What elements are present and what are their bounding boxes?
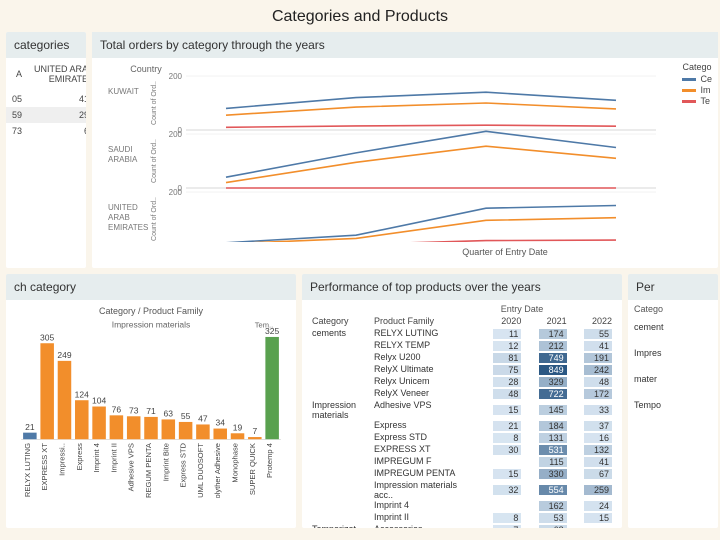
categories-col: A xyxy=(6,62,28,91)
percent-body: CategocementImpresmaterTempo xyxy=(628,300,718,422)
svg-text:Polyther Adhesive: Polyther Adhesive xyxy=(213,443,222,498)
percent-title: Per xyxy=(628,274,718,300)
svg-text:71: 71 xyxy=(146,406,156,416)
svg-text:76: 76 xyxy=(112,404,122,414)
svg-text:124: 124 xyxy=(75,389,89,399)
svg-text:63: 63 xyxy=(164,409,174,419)
svg-text:305: 305 xyxy=(40,332,54,342)
svg-text:Express: Express xyxy=(75,443,84,471)
legend-item[interactable]: Im xyxy=(682,85,712,95)
table-row[interactable]: Imprint 416224 xyxy=(308,500,616,512)
svg-text:Protemp 4: Protemp 4 xyxy=(265,443,274,478)
line-chart-panel: Total orders by category through the yea… xyxy=(92,32,718,268)
table-row[interactable]: RELYX TEMP1221241 xyxy=(308,340,616,352)
perf-table-panel: Performance of top products over the yea… xyxy=(302,274,622,528)
perf-col: 2022 xyxy=(571,314,616,328)
categories-col: UNITED ARABEMIRATES xyxy=(28,62,86,91)
table-row[interactable]: Imprint II85315 xyxy=(308,512,616,524)
list-item: Tempo xyxy=(634,392,712,418)
svg-text:Count of Ord..: Count of Ord.. xyxy=(151,139,158,183)
table-row[interactable]: Temporizat..Accessories768 xyxy=(308,524,616,528)
x-axis-title: Quarter of Entry Date xyxy=(100,245,710,257)
svg-text:Express STD: Express STD xyxy=(179,443,188,488)
list-item: mater xyxy=(634,366,712,392)
svg-text:55: 55 xyxy=(181,411,191,421)
line-chart-legend: Catego CeImTe xyxy=(682,62,712,107)
svg-text:Adhesive VPS: Adhesive VPS xyxy=(127,443,136,491)
svg-text:Count of Ord..: Count of Ord.. xyxy=(151,197,158,241)
legend-item[interactable]: Te xyxy=(682,96,712,106)
table-row[interactable]: IMPREGUM PENTA1533067 xyxy=(308,468,616,480)
page-title: Categories and Products xyxy=(0,0,720,32)
legend-item[interactable]: Ce xyxy=(682,74,712,84)
categories-table-title: categories xyxy=(6,32,86,58)
svg-text:19: 19 xyxy=(233,422,243,432)
svg-text:IMPREGUM PENTA: IMPREGUM PENTA xyxy=(144,442,153,498)
table-row[interactable]: Relyx U20081749191 xyxy=(308,352,616,364)
table-row[interactable]: 7367 xyxy=(6,123,86,139)
list-item: Impres xyxy=(634,340,712,366)
svg-text:KUWAIT: KUWAIT xyxy=(108,87,139,96)
svg-text:ARAB: ARAB xyxy=(108,213,130,222)
table-row[interactable]: RelyX Ultimate75849242 xyxy=(308,364,616,376)
svg-text:RELYX LUTING: RELYX LUTING xyxy=(23,443,32,497)
svg-text:Impressi..: Impressi.. xyxy=(57,443,66,476)
svg-text:7: 7 xyxy=(252,426,257,436)
svg-text:IMPREGUML DUOSOFT: IMPREGUML DUOSOFT xyxy=(196,443,205,498)
table-row[interactable]: Express2118437 xyxy=(308,420,616,432)
svg-text:200: 200 xyxy=(169,188,183,197)
svg-text:UNITED: UNITED xyxy=(108,203,138,212)
table-row[interactable]: 59294 xyxy=(6,107,86,123)
perf-table-title: Performance of top products over the yea… xyxy=(302,274,622,300)
perf-col: Category xyxy=(308,314,370,328)
bar-chart-svg[interactable]: Impression materialsTem..21RELYX LUTING3… xyxy=(10,318,292,498)
svg-text:325: 325 xyxy=(265,326,279,336)
table-row[interactable]: EXPRESS XT30531132 xyxy=(308,444,616,456)
svg-text:SAUDI: SAUDI xyxy=(108,145,132,154)
table-row[interactable]: Relyx Unicem2832948 xyxy=(308,376,616,388)
bar-supertitle: Category / Product Family xyxy=(10,304,292,318)
svg-text:34: 34 xyxy=(215,418,225,428)
categories-table-panel: categories AUNITED ARABEMIRATES 05415592… xyxy=(6,32,86,268)
svg-text:Monophase: Monophase xyxy=(231,443,240,483)
svg-text:73: 73 xyxy=(129,405,139,415)
bar-chart-panel: ch category Category / Product Family Im… xyxy=(6,274,296,528)
table-row[interactable]: Express STD813116 xyxy=(308,432,616,444)
svg-text:IMPREGUM SUPER QUICK: IMPREGUM SUPER QUICK xyxy=(248,443,257,498)
svg-text:21: 21 xyxy=(25,422,35,432)
percent-panel: Per CategocementImpresmaterTempo xyxy=(628,274,718,528)
svg-text:EMIRATES: EMIRATES xyxy=(108,223,148,232)
svg-text:Imprint 4: Imprint 4 xyxy=(92,443,101,472)
bar-chart-title: ch category xyxy=(6,274,296,300)
svg-text:Imprint Bite: Imprint Bite xyxy=(161,443,170,481)
categories-table: AUNITED ARABEMIRATES 05415592947367 xyxy=(6,62,86,139)
line-chart-title: Total orders by category through the yea… xyxy=(92,32,718,58)
table-row[interactable]: 05415 xyxy=(6,91,86,107)
list-item: cement xyxy=(634,314,712,340)
svg-text:249: 249 xyxy=(57,350,71,360)
svg-text:ARABIA: ARABIA xyxy=(108,155,138,164)
perf-col: 2021 xyxy=(525,314,570,328)
perf-table[interactable]: CategoryProduct Family202020212022 cemen… xyxy=(308,314,616,528)
table-row[interactable]: cementsRELYX LUTING1117455 xyxy=(308,328,616,340)
svg-text:Country: Country xyxy=(130,64,162,74)
svg-text:200: 200 xyxy=(169,130,183,139)
perf-supertitle: Entry Date xyxy=(308,304,616,314)
table-row[interactable]: Impression materials acc..32554259 xyxy=(308,480,616,500)
table-row[interactable]: Impression materialsAdhesive VPS1514533 xyxy=(308,400,616,420)
svg-text:Count of Ord..: Count of Ord.. xyxy=(151,81,158,125)
svg-text:EXPRESS XT: EXPRESS XT xyxy=(40,443,49,491)
svg-text:Impression materials: Impression materials xyxy=(112,319,191,329)
svg-text:Imprint II: Imprint II xyxy=(109,443,118,472)
perf-col: 2020 xyxy=(480,314,525,328)
svg-text:104: 104 xyxy=(92,396,106,406)
perf-col: Product Family xyxy=(370,314,480,328)
svg-text:47: 47 xyxy=(198,414,208,424)
table-row[interactable]: RelyX Veneer48722172 xyxy=(308,388,616,400)
svg-text:200: 200 xyxy=(169,72,183,81)
line-chart-svg[interactable]: Country0200KUWAITCount of Ord..0200SAUDI… xyxy=(100,62,710,242)
table-row[interactable]: IMPREGUM F11541 xyxy=(308,456,616,468)
